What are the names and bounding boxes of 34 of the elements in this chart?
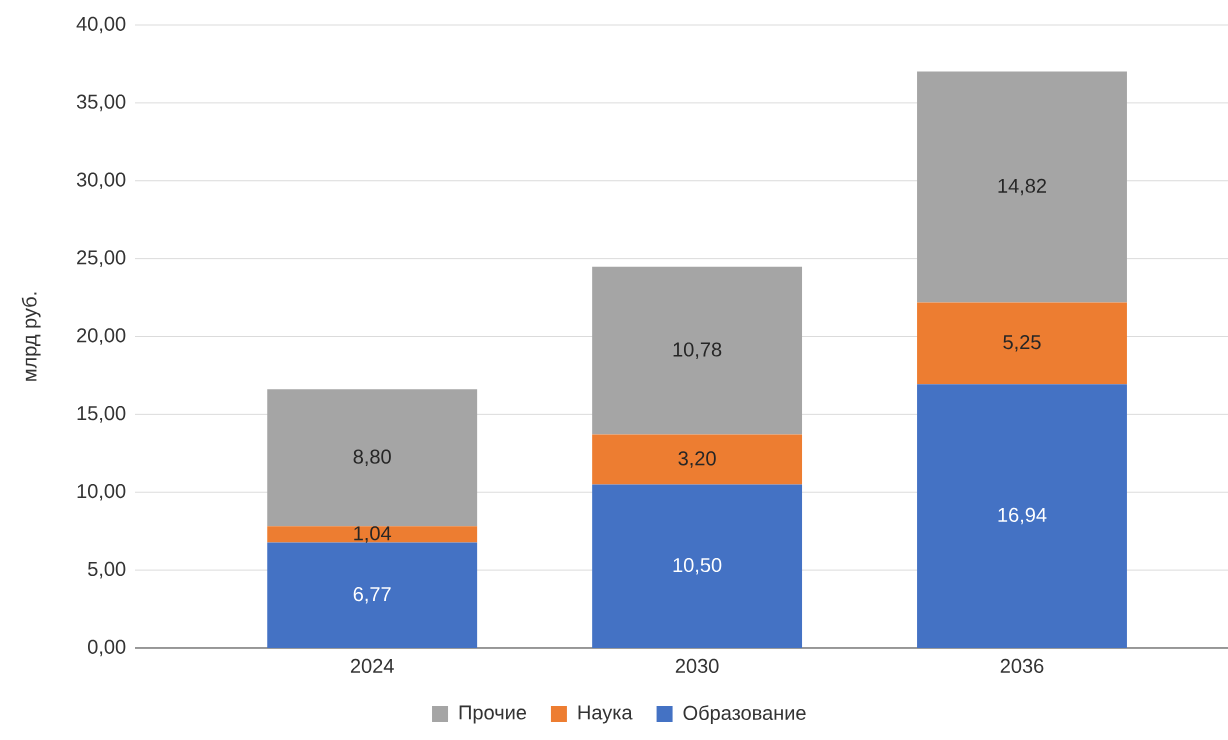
data-label: 3,20 — [678, 451, 716, 468]
y-tick-label: 10,00 — [77, 483, 126, 501]
bar — [917, 384, 1127, 648]
y-tick-label: 30,00 — [76, 172, 126, 190]
bar — [267, 542, 478, 648]
legend-label: Наука — [578, 705, 633, 724]
y-tick-label: 0,00 — [88, 639, 126, 657]
y-tick-label: 35,00 — [76, 94, 126, 112]
x-tick-label: 2030 — [675, 658, 719, 674]
bar — [917, 302, 1127, 385]
data-label: 6,77 — [353, 587, 391, 604]
y-tick-label: 5,00 — [88, 561, 126, 579]
data-label: 8,80 — [353, 449, 391, 467]
bar — [267, 526, 478, 543]
bar — [592, 266, 803, 435]
y-tick-label: 40,00 — [76, 16, 126, 34]
y-axis-title: млрд руб. — [21, 292, 41, 381]
y-tick-label: 15,00 — [77, 406, 126, 423]
y-tick-label: 25,00 — [77, 250, 126, 267]
y-tick-label: 20,00 — [77, 328, 126, 345]
bar — [592, 434, 803, 485]
legend-label: Образование — [683, 705, 806, 724]
data-label: 14,82 — [998, 178, 1047, 196]
data-label: 5,25 — [1003, 335, 1041, 352]
data-label: 16,94 — [998, 507, 1047, 525]
bar — [917, 71, 1127, 303]
data-label: 1,04 — [354, 526, 392, 543]
data-label: 10,50 — [673, 557, 722, 575]
bar — [592, 484, 803, 648]
x-tick-label: 2024 — [350, 658, 394, 674]
x-tick-label: 2036 — [1000, 658, 1044, 674]
bar — [267, 389, 478, 527]
legend-label: Прочие — [459, 705, 527, 724]
data-label: 10,78 — [673, 342, 722, 359]
